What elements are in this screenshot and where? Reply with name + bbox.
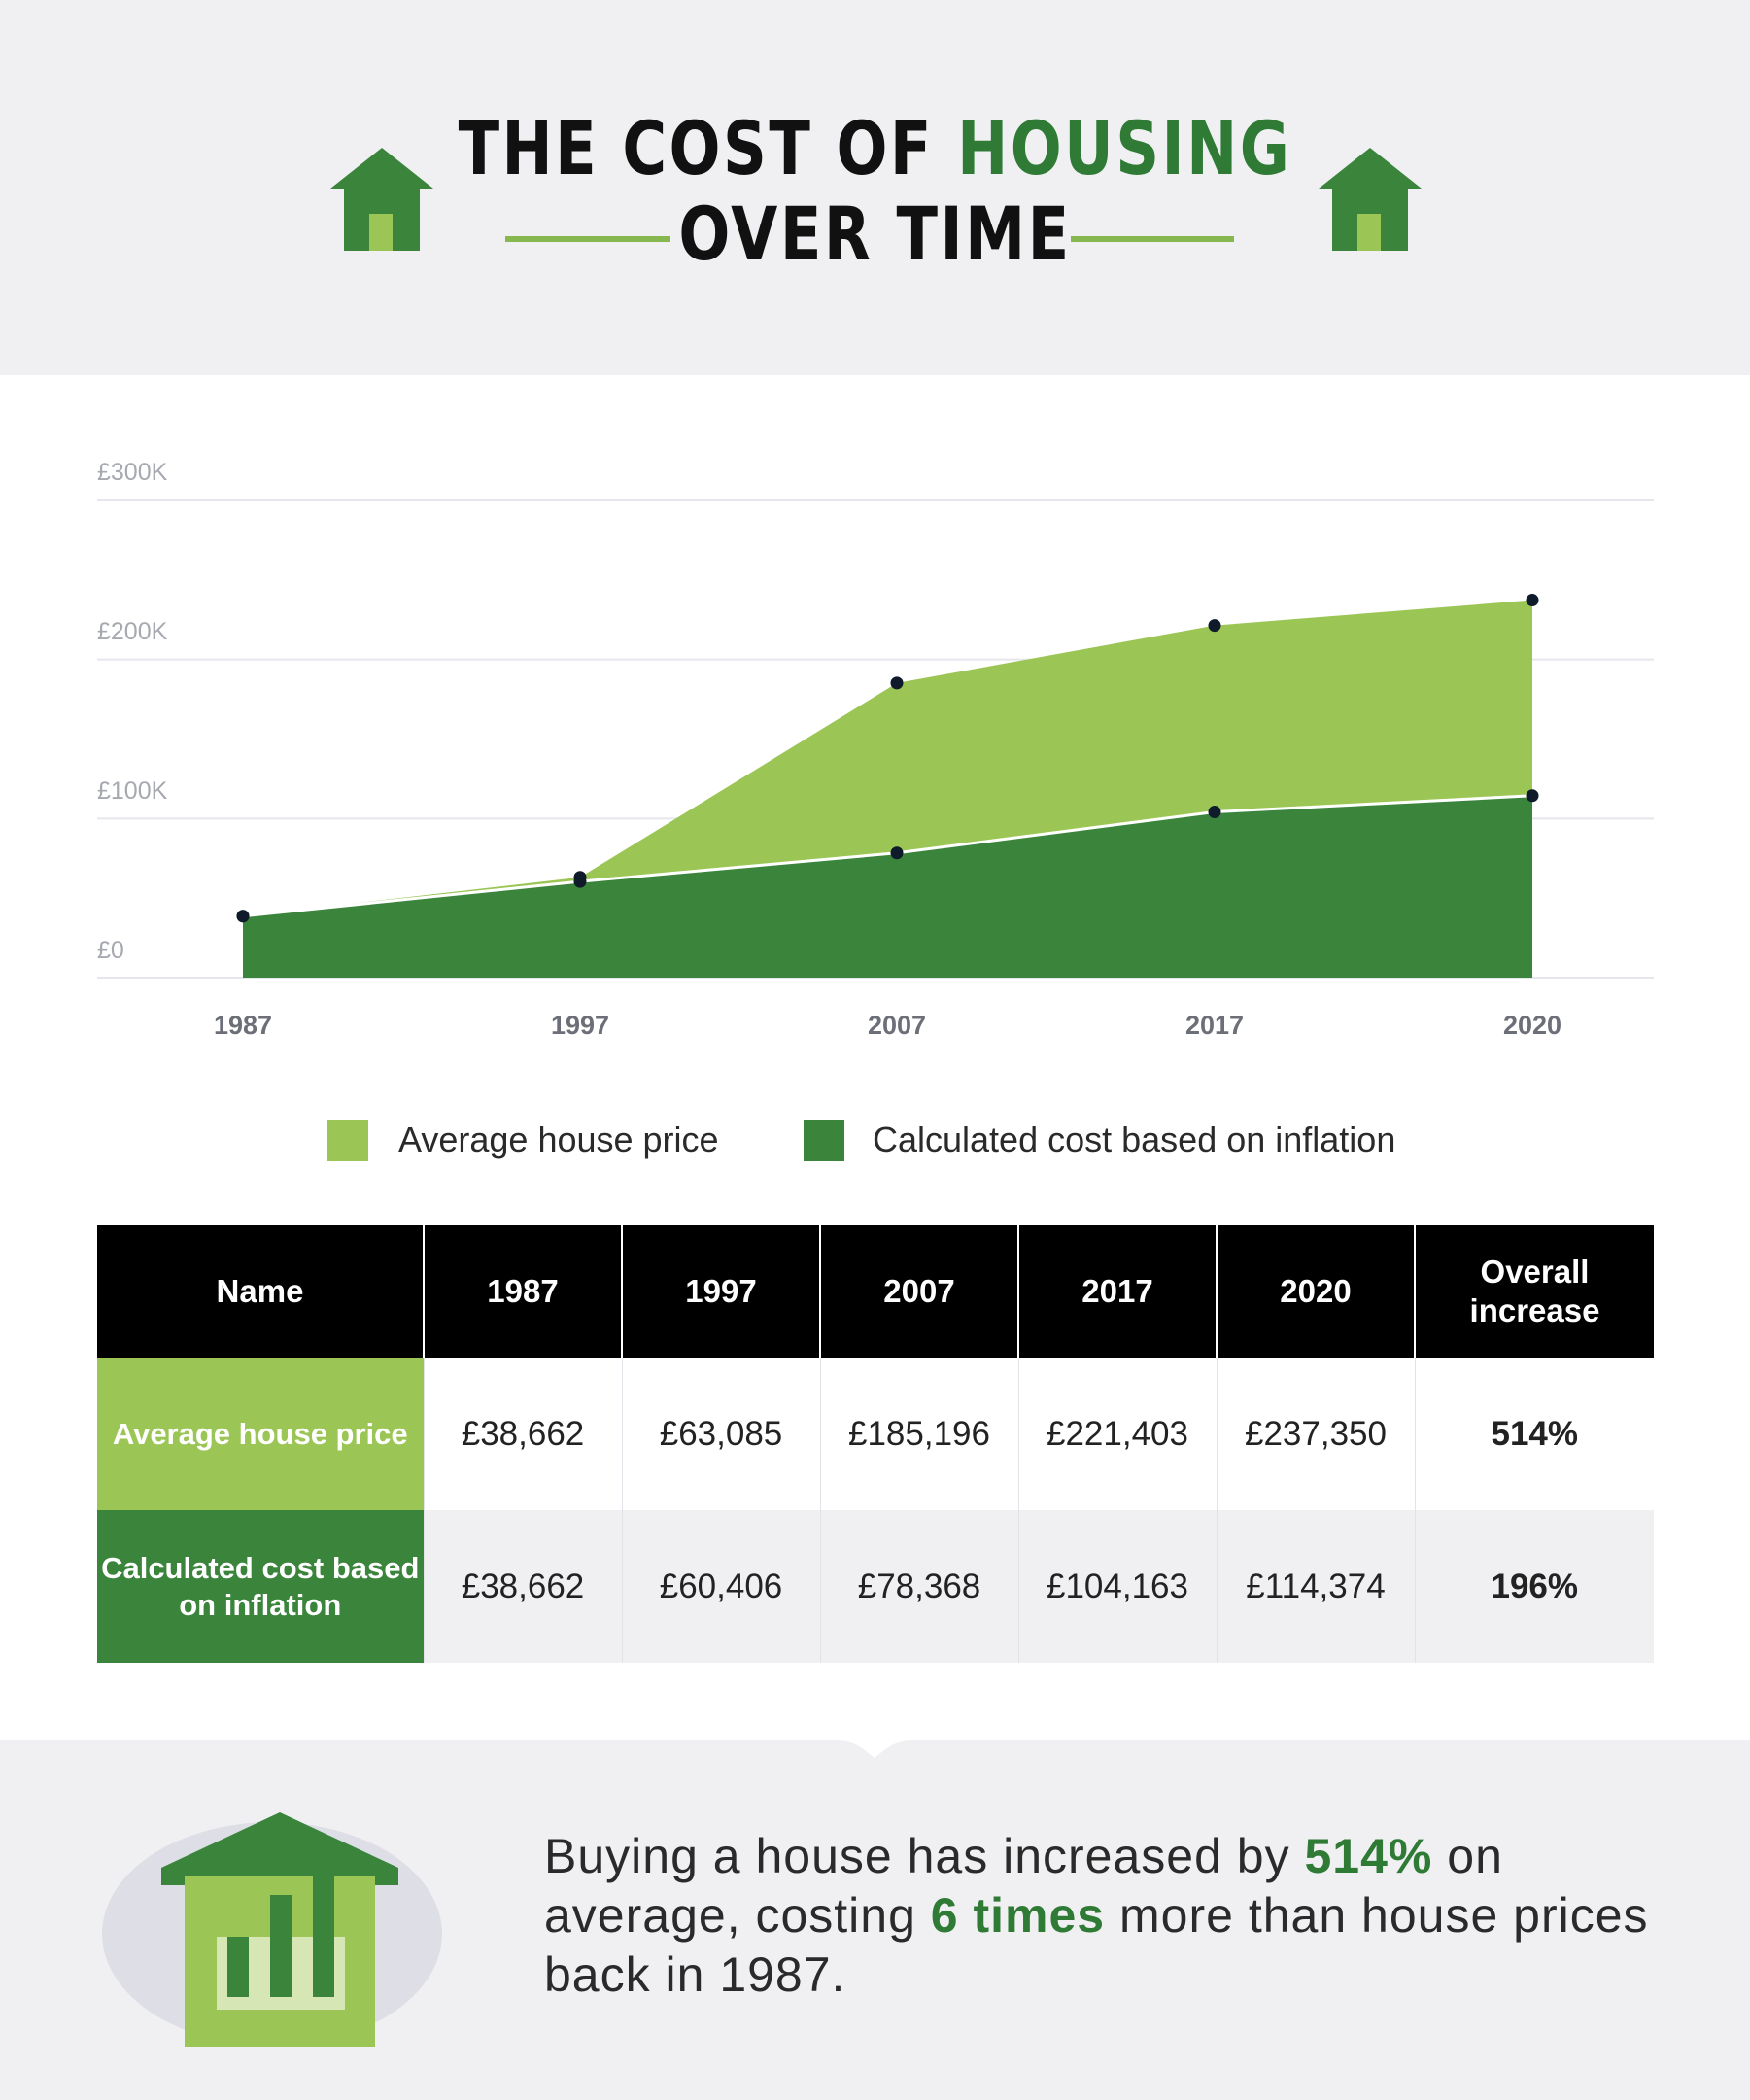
table-cell: £60,406 <box>621 1510 820 1663</box>
x-tick-2017: 2017 <box>1184 1011 1245 1040</box>
x-tick-2020: 2020 <box>1502 1011 1562 1040</box>
house-icon-right <box>1319 146 1422 258</box>
y-tick-300k: £300K <box>97 459 168 486</box>
table-cell: £38,662 <box>423 1510 622 1663</box>
x-tick-1987: 1987 <box>213 1011 273 1040</box>
table-cell: £38,662 <box>423 1358 622 1510</box>
page-title: THE COST OF HOUSING <box>157 105 1593 192</box>
point-inflation-cost <box>1208 806 1221 819</box>
table-header-row: Name 1987 1997 2007 2017 2020 Overall in… <box>97 1225 1654 1358</box>
table-cell: £237,350 <box>1216 1358 1415 1510</box>
table-cell: £114,374 <box>1216 1510 1415 1663</box>
legend-swatch-average <box>327 1120 368 1161</box>
overall-increase-inflation: 196% <box>1414 1510 1654 1663</box>
table-row: Average house price £38,662 £63,085 £185… <box>97 1358 1654 1510</box>
footer-highlight-times: 6 times <box>930 1888 1106 1943</box>
y-tick-200k: £200K <box>97 618 168 645</box>
point-average-price <box>1526 594 1539 607</box>
title-rule-left <box>505 236 670 242</box>
area-chart <box>97 499 1654 979</box>
footer-text-a: Buying a house has increased by <box>544 1829 1305 1883</box>
point-inflation-cost <box>573 875 587 888</box>
header-banner <box>0 0 1750 375</box>
footer-notch <box>768 1735 981 1758</box>
legend-label-inflation: Calculated cost based on inflation <box>873 1119 1396 1159</box>
table-cell: £221,403 <box>1017 1358 1217 1510</box>
price-table: Name 1987 1997 2007 2017 2020 Overall in… <box>97 1225 1654 1663</box>
point-inflation-cost <box>890 846 904 860</box>
legend-swatch-inflation <box>804 1120 844 1161</box>
row-name-inflation: Calculated cost based on inflation <box>97 1510 424 1663</box>
table-cell: £104,163 <box>1017 1510 1217 1663</box>
footer-statement: Buying a house has increased by 514% on … <box>544 1827 1710 2005</box>
title-text: THE COST OF <box>458 105 958 191</box>
title-highlight: HOUSING <box>957 105 1292 191</box>
overall-increase-average: 514% <box>1414 1358 1654 1510</box>
point-inflation-cost <box>1526 789 1539 803</box>
header-1997: 1997 <box>621 1225 820 1358</box>
point-inflation-cost <box>236 910 250 923</box>
y-tick-100k: £100K <box>97 777 168 805</box>
title-rule-right <box>1071 236 1234 242</box>
house-chart-icon <box>97 1807 466 2065</box>
header-2017: 2017 <box>1017 1225 1217 1358</box>
table-row: Calculated cost based on inflation £38,6… <box>97 1510 1654 1663</box>
footer-highlight-percent: 514% <box>1304 1829 1433 1883</box>
header-1987: 1987 <box>423 1225 622 1358</box>
area-inflation-cost <box>243 795 1532 978</box>
header-2007: 2007 <box>819 1225 1018 1358</box>
row-name-average: Average house price <box>97 1358 424 1510</box>
house-icon-left <box>330 146 433 258</box>
table-cell: £185,196 <box>819 1358 1018 1510</box>
header-name: Name <box>97 1225 424 1358</box>
legend-label-average: Average house price <box>398 1119 719 1159</box>
footer-text-c: more than house prices back in 1987. <box>544 1888 1649 2002</box>
point-average-price <box>1208 619 1221 633</box>
header-2020: 2020 <box>1216 1225 1415 1358</box>
x-tick-2007: 2007 <box>867 1011 927 1040</box>
table-cell: £78,368 <box>819 1510 1018 1663</box>
header-overall: Overall increase <box>1414 1225 1654 1358</box>
point-average-price <box>890 676 904 690</box>
table-cell: £63,085 <box>621 1358 820 1510</box>
y-tick-0: £0 <box>97 937 124 964</box>
page-subtitle: OVER TIME <box>678 190 1072 277</box>
footer-text-b: on average, costing <box>544 1829 1503 1943</box>
x-tick-1997: 1997 <box>550 1011 610 1040</box>
